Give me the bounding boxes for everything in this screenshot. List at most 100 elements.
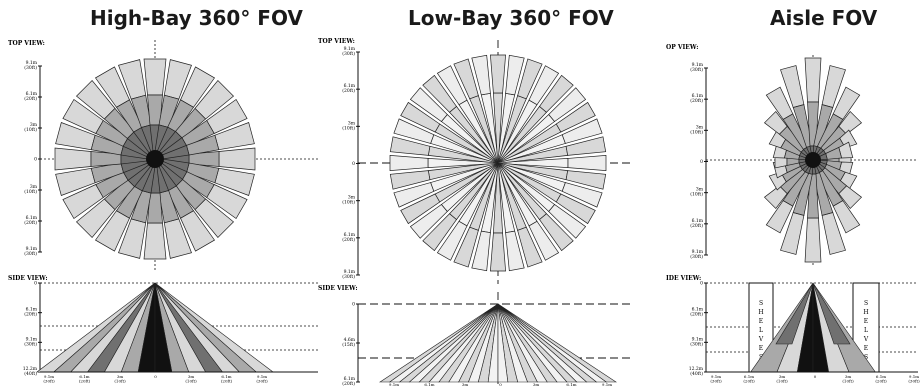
shelf-label-letter: L	[864, 327, 868, 334]
panel-title-aisle: Aisle FOV	[770, 6, 878, 30]
side-axis-tick-label: 4.6m (15ft)	[342, 337, 355, 348]
top-axis-tick-label: 3m (10ft)	[690, 124, 703, 135]
panel-title-high-bay: High-Bay 360° FOV	[90, 6, 303, 30]
coverage-zone-outer	[517, 58, 543, 100]
distance-tick-label: 9.1m	[602, 382, 612, 387]
coverage-zone-outer	[436, 65, 468, 106]
distance-tick-label: 9.1m (30ft)	[256, 374, 268, 384]
coverage-zone-outer	[389, 136, 431, 156]
shelf-label-letter: S	[864, 300, 868, 307]
top-view-label: OP VIEW:	[666, 44, 698, 51]
coverage-zone-outer	[400, 193, 441, 225]
shelf-label-letter: E	[864, 345, 868, 352]
coverage-zone-outer	[422, 213, 457, 252]
coverage-zone-outer	[389, 170, 431, 190]
coverage-zone-outer	[548, 87, 587, 122]
coverage-zone-outer	[528, 220, 560, 261]
distance-tick-label: 9.1m (30ft)	[710, 374, 722, 384]
side-view-label: SIDE VIEW:	[318, 285, 358, 292]
shelf-label-letter: E	[759, 318, 763, 325]
panel-high-bay: TOP VIEW: 9.1m (30ft) 6.1m (20ft) 3m (10ft) 0 3…	[8, 40, 318, 384]
side-axis-tick-label: 0	[352, 302, 355, 308]
distance-tick-label: 0	[154, 374, 157, 379]
top-axis-tick-label: 0	[352, 161, 355, 167]
coverage-zone-outer	[409, 87, 448, 122]
shelf-label-letter: E	[759, 345, 763, 352]
top-axis-tick-label: 9.1m (30ft)	[24, 60, 37, 71]
shelf-label-letter: H	[758, 309, 763, 316]
coverage-zone-outer	[422, 74, 457, 113]
top-axis-tick-label: 0	[34, 157, 37, 163]
side-view-label: SIDE VIEW:	[8, 275, 48, 282]
coverage-zone-outer	[548, 204, 587, 239]
coverage-zone-outer	[409, 204, 448, 239]
top-axis-tick-label: 6.1m (20ft)	[690, 218, 703, 229]
top-axis-tick-label: 3m (10ft)	[24, 122, 37, 133]
top-axis-tick-label: 3m (10ft)	[24, 184, 37, 195]
top-axis-tick-label: 3m (10ft)	[690, 187, 703, 198]
distance-tick-label: 3m (10ft)	[842, 374, 854, 384]
coverage-zone-outer	[436, 220, 468, 261]
coverage-zone-outer	[539, 213, 574, 252]
top-axis-tick-label: 3m (10ft)	[342, 120, 355, 131]
coverage-zone-outer	[471, 230, 491, 272]
coverage-zone-outer	[218, 147, 256, 171]
side-axis-tick-label: 9.1m (30ft)	[690, 336, 703, 347]
top-axis-tick-label: 9.1m (30ft)	[690, 249, 703, 260]
coverage-zone-outer	[555, 193, 596, 225]
shelf-label-letter: V	[758, 336, 764, 343]
coverage-zone-outer	[505, 54, 525, 96]
top-axis-tick-label: 6.1m (20ft)	[342, 83, 355, 94]
side-view-label: IDE VIEW:	[666, 275, 701, 282]
distance-tick-label: 0	[499, 382, 502, 387]
coverage-zone-outer	[505, 230, 525, 272]
side-axis-tick-label: 0	[700, 281, 703, 287]
distance-tick-label: 6.1m (20ft)	[743, 374, 755, 384]
coverage-zone-outer	[804, 217, 822, 263]
coverage-zone-outer	[561, 182, 603, 208]
distance-tick-label: 3m (10ft)	[776, 374, 788, 384]
side-axis-tick-label: 12.2m (40ft)	[689, 366, 704, 377]
coverage-zone-outer	[804, 57, 822, 103]
shelf-label-letter: S	[864, 354, 868, 361]
top-view-label: TOP VIEW:	[318, 38, 355, 45]
top-axis-tick-label: 6.1m (20ft)	[342, 232, 355, 243]
side-axis-tick-label: 9.1m (30ft)	[24, 336, 37, 347]
top-axis-tick-label: 0	[700, 159, 703, 165]
sensor-dot	[805, 152, 821, 168]
side-axis-tick-label: 12.2m (40ft)	[23, 366, 38, 377]
shelf-label-letter: V	[863, 336, 869, 343]
distance-tick-label: 9.1m	[389, 382, 399, 387]
distance-tick-label: 3m (10ft)	[185, 374, 197, 384]
coverage-zone-outer	[565, 170, 607, 190]
top-axis-tick-label: 9.1m (30ft)	[342, 46, 355, 57]
panel-title-low-bay: Low-Bay 360° FOV	[408, 6, 614, 30]
coverage-zone-outer	[490, 54, 506, 94]
distance-tick-label: 6.1m (20ft)	[221, 374, 233, 384]
coverage-zone-outer	[453, 58, 479, 100]
coverage-zone-outer	[471, 54, 491, 96]
coverage-zone-outer	[453, 226, 479, 268]
side-axis-tick-label: 6.1m (20ft)	[690, 307, 703, 318]
side-axis-tick-label: 6.1m (20ft)	[342, 376, 355, 387]
distance-tick-label: 0	[814, 374, 817, 379]
coverage-zone-outer	[528, 65, 560, 106]
panel-aisle: OP VIEW: 9.1m (30ft) 6.1m (20ft) 3m (10ft) 0 3m…	[666, 44, 920, 384]
coverage-zone-outer	[400, 101, 441, 133]
distance-tick-label: 6.1m	[566, 382, 576, 387]
distance-tick-label: 6.1m (20ft)	[79, 374, 91, 384]
coverage-zone-outer	[389, 155, 429, 171]
distance-tick-label: 3m	[462, 382, 469, 387]
top-axis-tick-label: 9.1m (30ft)	[690, 62, 703, 73]
shelf-label-letter: L	[759, 327, 763, 334]
distance-tick-label: 9.1m (30ft)	[908, 374, 920, 384]
distance-tick-label: 6.1m	[424, 382, 434, 387]
coverage-zone-outer	[393, 118, 435, 144]
coverage-zone-outer	[393, 182, 435, 208]
coverage-zone-outer	[565, 136, 607, 156]
coverage-zone-outer	[555, 101, 596, 133]
sensor-dot	[146, 150, 164, 168]
side-beam	[497, 303, 509, 383]
coverage-zone-outer	[490, 232, 506, 272]
